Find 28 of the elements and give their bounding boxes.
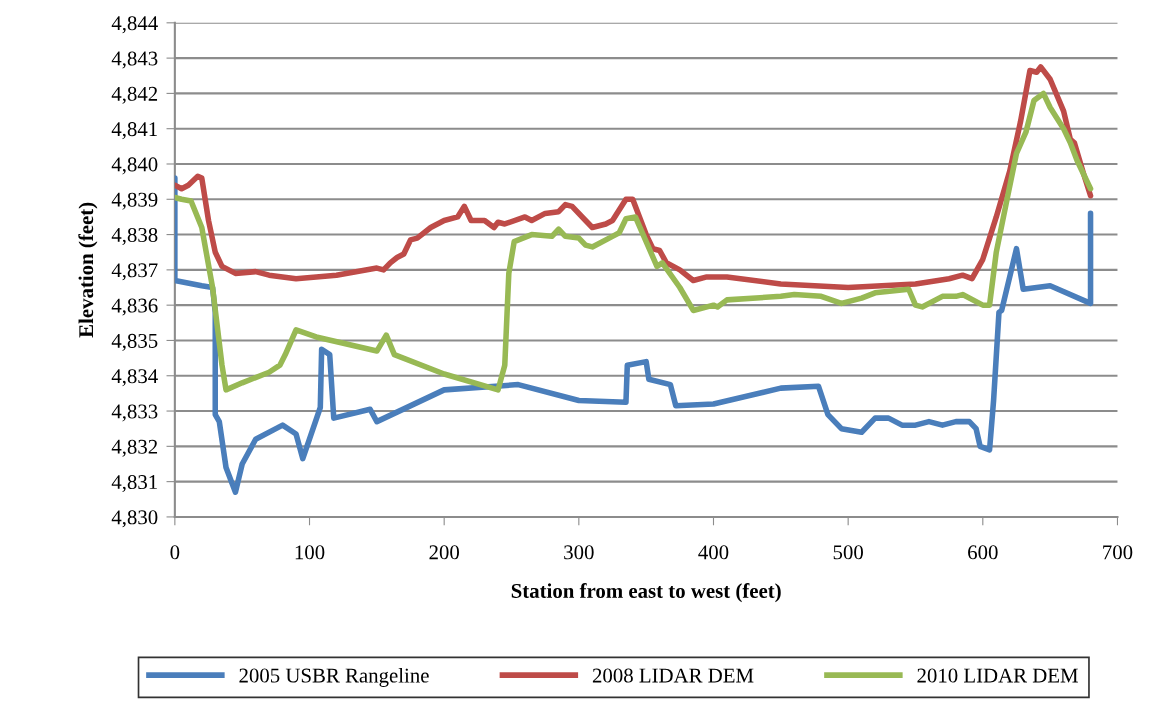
x-tick-label: 0	[170, 545, 180, 560]
y-tick-label: 4,843	[111, 51, 158, 69]
x-tick-label: 200	[429, 545, 460, 560]
legend-label: 2008 LIDAR DEM	[592, 668, 754, 683]
x-tick-label: 600	[968, 545, 998, 560]
legend-label: 2005 USBR Rangeline	[239, 667, 429, 687]
legend-label: 2010 LIDAR DEM	[917, 668, 1078, 683]
x-tick-label: 100	[295, 545, 325, 560]
y-tick-label: 4,831	[111, 475, 157, 493]
y-tick-label: 4,842	[111, 86, 158, 104]
y-tick-label: 4,844	[111, 16, 158, 34]
y-tick-label: 4,838	[111, 227, 158, 246]
x-tick-label: 700	[1103, 545, 1133, 560]
x-tick-label: 300	[564, 545, 594, 560]
y-axis-title: Elevation (feet)	[78, 202, 98, 338]
y-tick-label: 4,840	[111, 157, 158, 175]
y-tick-label: 4,839	[111, 192, 158, 210]
x-axis-title: Station from east to west (feet)	[511, 583, 781, 603]
y-tick-label: 4,835	[111, 333, 158, 351]
y-tick-label: 4,830	[111, 510, 158, 528]
y-tick-label: 4,834	[111, 369, 158, 387]
x-tick-label: 500	[833, 545, 863, 560]
x-tick-label: 400	[698, 545, 729, 560]
y-tick-label: 4,837	[111, 263, 158, 281]
y-tick-label: 4,841	[111, 122, 157, 140]
y-tick-label: 4,833	[111, 404, 158, 422]
y-tick-label: 4,832	[111, 439, 158, 457]
y-tick-label: 4,836	[111, 298, 158, 316]
